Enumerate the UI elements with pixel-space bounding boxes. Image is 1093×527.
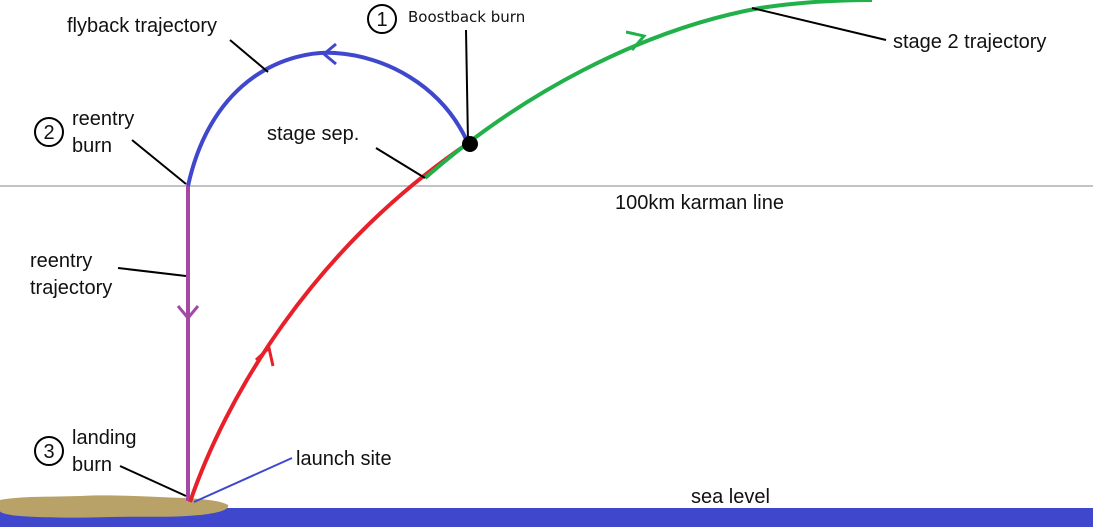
landing-burn-label-line1: landing <box>72 427 137 449</box>
reentry-burn-leader <box>131 139 187 185</box>
land-mass <box>0 495 229 518</box>
flyback-leader <box>229 39 269 73</box>
stage-sep-label: stage sep. <box>267 123 359 145</box>
boostback-number-circle <box>367 4 397 34</box>
sea-level-label: sea level <box>691 486 770 508</box>
stage2-trajectory <box>423 0 873 180</box>
landing-burn-label-line2: burn <box>72 454 112 476</box>
stage-sep-leader <box>375 147 426 179</box>
reentry-burn-number: 2 <box>43 122 54 144</box>
boostback-burn-label: Boostback burn <box>408 8 525 26</box>
ascent-trajectory <box>188 140 472 503</box>
reentry-burn-label-line1: reentry <box>72 108 134 130</box>
landing-burn-number-circle <box>34 436 64 466</box>
karman-line-label: 100km karman line <box>615 192 784 214</box>
launch-site-label: launch site <box>296 448 392 470</box>
launch-site-leader <box>193 457 293 503</box>
boostback-leader <box>465 29 469 143</box>
boostback-number: 1 <box>376 9 387 31</box>
reentry-trajectory-label-line2: trajectory <box>30 277 112 299</box>
landing-burn-leader <box>119 465 187 497</box>
reentry-trajectory-label-line1: reentry <box>30 250 92 272</box>
reentry-burn-number-circle <box>34 117 64 147</box>
stage2-direction-arrow <box>625 30 647 51</box>
flyback-trajectory-label: flyback trajectory <box>67 15 217 37</box>
reentry-trajectory-leader <box>117 267 187 277</box>
reentry-burn-label-line2: burn <box>72 135 112 157</box>
landing-burn-number: 3 <box>43 441 54 463</box>
ascent-direction-arrow <box>254 345 275 367</box>
sea <box>0 508 1093 527</box>
stage2-trajectory-label: stage 2 trajectory <box>893 31 1046 53</box>
flyback-trajectory-arc <box>186 50 468 187</box>
flyback-direction-arrow <box>321 42 337 66</box>
reentry-direction-arrow <box>176 305 200 321</box>
boostback-point <box>462 136 478 152</box>
stage2-leader <box>751 7 887 41</box>
